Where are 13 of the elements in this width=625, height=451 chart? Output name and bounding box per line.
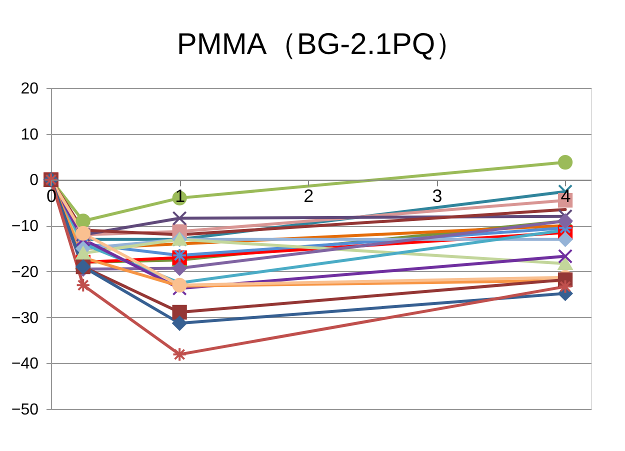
x-tick-label: 2: [304, 186, 314, 206]
chart-title: PMMA（BG-2.1PQ）: [176, 28, 466, 61]
y-tick-label: 0: [30, 172, 39, 190]
x-tick-label: 1: [175, 186, 186, 206]
x-tick-label: 3: [432, 186, 442, 206]
y-tick-label: −40: [11, 356, 39, 373]
y-tick-label: −10: [11, 218, 39, 236]
x-tick-label: 0: [46, 186, 57, 206]
y-tick-label: 10: [20, 126, 39, 144]
y-tick-label: 20: [20, 80, 39, 98]
y-tick-label: −20: [11, 264, 39, 281]
y-tick-label: −30: [11, 310, 39, 327]
y-tick-label: −50: [11, 402, 39, 418]
